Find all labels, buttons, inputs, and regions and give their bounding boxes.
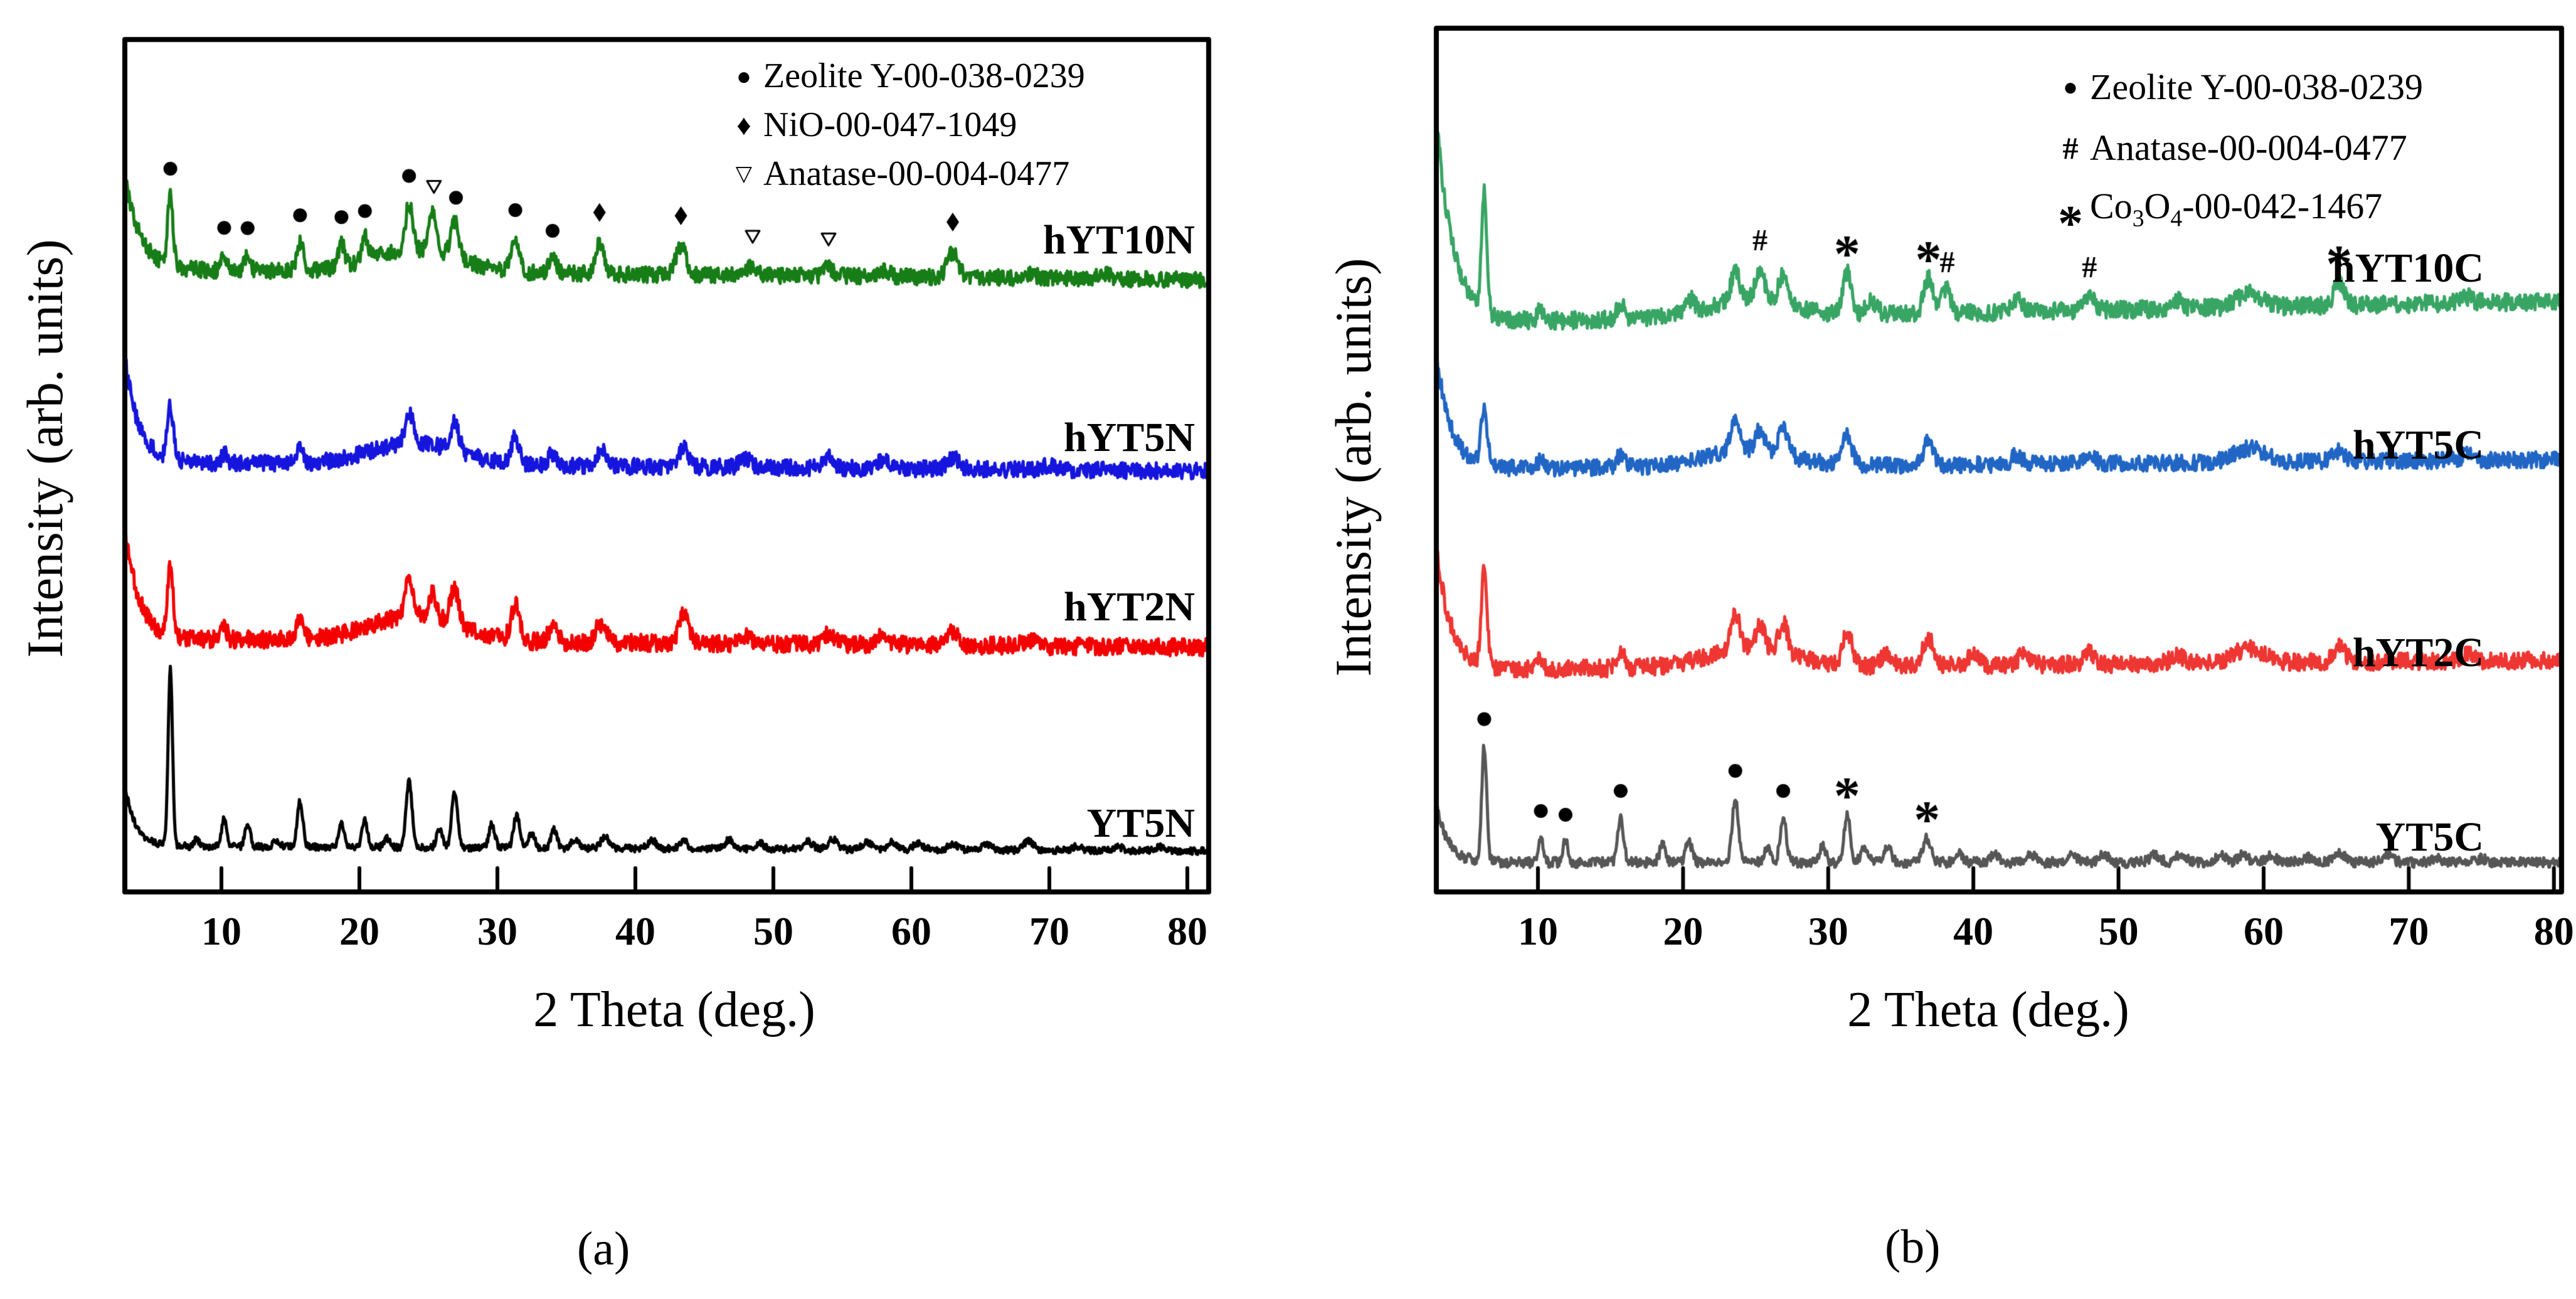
x-tick-label: 70 xyxy=(1029,909,1069,953)
x-axis-title-b: 2 Theta (deg.) xyxy=(1847,982,2129,1037)
x-tick-label: 30 xyxy=(1808,909,1848,953)
legend-label: Co3O4-00-042-1467 xyxy=(2090,185,2383,232)
x-tick-label: 70 xyxy=(2388,909,2429,953)
trace-label-YT5C: YT5C xyxy=(2375,814,2484,860)
trace-label-hYT10N: hYT10N xyxy=(1042,217,1195,263)
filled-diamond-icon: ♦ xyxy=(736,109,751,141)
trace-label-YT5N: YT5N xyxy=(1086,800,1195,846)
hash-icon: # xyxy=(2062,130,2079,166)
legend-label: Anatase-00-004-0477 xyxy=(763,154,1070,193)
x-tick-label: 10 xyxy=(201,909,241,953)
legend-item: ♦ NiO-00-047-1049 xyxy=(724,100,1085,149)
trace-label-hYT10C: hYT10C xyxy=(2331,245,2484,291)
x-tick-label: 60 xyxy=(891,909,931,953)
legend-label: Zeolite Y-00-038-0239 xyxy=(2090,66,2424,107)
filled-circle-icon: ● xyxy=(2062,73,2079,101)
x-tick-label: 20 xyxy=(339,909,379,953)
legend-item: ● Zeolite Y-00-038-0239 xyxy=(724,51,1085,100)
legend-label: Zeolite Y-00-038-0239 xyxy=(763,56,1085,95)
y-axis-title-a: Intensity (arb. units) xyxy=(16,239,73,658)
trace-label-hYT5N: hYT5N xyxy=(1063,415,1195,460)
panel-caption-a: (a) xyxy=(577,1222,630,1275)
trace-label-hYT2N: hYT2N xyxy=(1063,584,1195,630)
legend-item: # Anatase-00-004-0477 xyxy=(2051,117,2423,178)
x-tick-label: 40 xyxy=(1953,909,1994,953)
trace-label-hYT5C: hYT5C xyxy=(2352,422,2484,468)
legend-label: Anatase-00-004-0477 xyxy=(2090,127,2407,168)
legend-panel-a: ● Zeolite Y-00-038-0239 ♦ NiO-00-047-1049 ▽ A… xyxy=(724,51,1085,198)
legend-item: ● Zeolite Y-00-038-0239 xyxy=(2051,56,2423,117)
open-triangle-down-icon: ▽ xyxy=(735,162,753,186)
x-axis-title-a: 2 Theta (deg.) xyxy=(533,982,815,1037)
filled-circle-icon: ● xyxy=(736,61,752,90)
legend-item: * Co3O4-00-042-1467 xyxy=(2058,185,2383,252)
panel-caption-b: (b) xyxy=(1885,1221,1941,1273)
x-tick-label: 50 xyxy=(753,909,793,953)
x-tick-label: 50 xyxy=(2098,909,2139,953)
x-tick-label: 40 xyxy=(615,909,655,953)
y-axis-title-b: Intensity (arb. units) xyxy=(1325,258,1382,677)
legend-label: NiO-00-047-1049 xyxy=(763,105,1017,144)
legend-panel-b: ● Zeolite Y-00-038-0239 # Anatase-00-004-04… xyxy=(2051,56,2423,252)
x-tick-label: 80 xyxy=(2533,909,2574,953)
x-tick-label: 30 xyxy=(477,909,517,953)
legend-item: ▽ Anatase-00-004-0477 xyxy=(724,149,1085,198)
x-tick-label: 10 xyxy=(1517,909,1558,953)
x-tick-label: 60 xyxy=(2243,909,2284,953)
trace-label-hYT2C: hYT2C xyxy=(2352,630,2484,676)
x-tick-label: 20 xyxy=(1663,909,1704,953)
x-tick-label: 80 xyxy=(1167,909,1207,953)
